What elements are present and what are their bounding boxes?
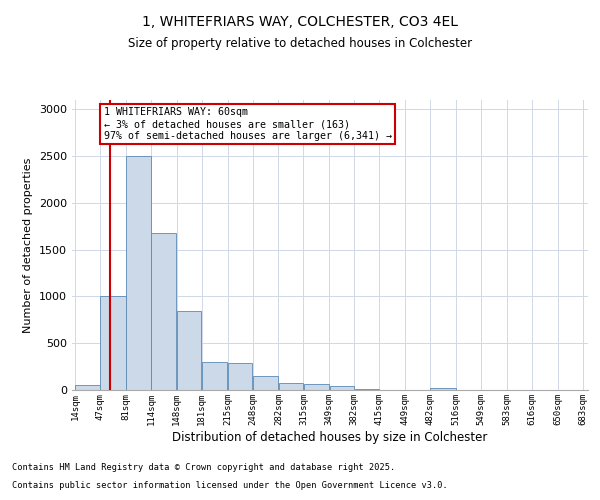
Text: Size of property relative to detached houses in Colchester: Size of property relative to detached ho…: [128, 38, 472, 51]
Bar: [177, 312, 202, 390]
Bar: [329, 386, 354, 390]
Bar: [202, 362, 227, 390]
Text: 1, WHITEFRIARS WAY, COLCHESTER, CO3 4EL: 1, WHITEFRIARS WAY, COLCHESTER, CO3 4EL: [142, 15, 458, 29]
Bar: [151, 233, 176, 390]
Y-axis label: Number of detached properties: Number of detached properties: [23, 158, 34, 332]
Bar: [279, 382, 303, 390]
Bar: [430, 388, 455, 390]
Bar: [355, 389, 379, 390]
Bar: [228, 363, 252, 390]
Bar: [253, 376, 278, 390]
Bar: [100, 296, 125, 390]
X-axis label: Distribution of detached houses by size in Colchester: Distribution of detached houses by size …: [172, 430, 488, 444]
Text: 1 WHITEFRIARS WAY: 60sqm
← 3% of detached houses are smaller (163)
97% of semi-d: 1 WHITEFRIARS WAY: 60sqm ← 3% of detache…: [104, 108, 392, 140]
Bar: [304, 384, 329, 390]
Text: Contains public sector information licensed under the Open Government Licence v3: Contains public sector information licen…: [12, 481, 448, 490]
Bar: [76, 386, 100, 390]
Text: Contains HM Land Registry data © Crown copyright and database right 2025.: Contains HM Land Registry data © Crown c…: [12, 464, 395, 472]
Bar: [126, 156, 151, 390]
